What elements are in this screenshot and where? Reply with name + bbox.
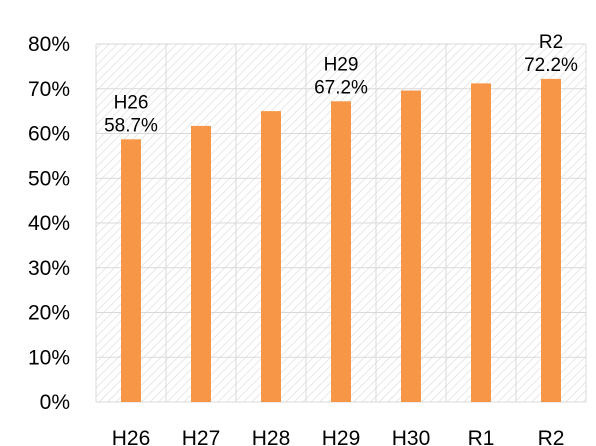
bar-h29 xyxy=(331,101,351,402)
bar-h27 xyxy=(191,125,211,402)
x-tick-label: H28 xyxy=(252,427,291,446)
data-label-category: H29 xyxy=(324,54,359,75)
y-tick-label: 60% xyxy=(28,123,70,146)
bar-h28 xyxy=(261,111,281,402)
y-tick-label: 80% xyxy=(28,33,70,56)
data-label-category: R2 xyxy=(539,32,563,53)
bar-r1 xyxy=(471,83,491,402)
data-label-category: H26 xyxy=(114,92,149,113)
y-tick-label: 20% xyxy=(28,302,70,325)
bar-h26 xyxy=(121,139,141,402)
y-tick-label: 0% xyxy=(40,391,70,414)
x-tick-label: R1 xyxy=(468,427,495,446)
data-label-value: 72.2% xyxy=(524,55,578,76)
x-tick-label: H26 xyxy=(112,427,151,446)
x-tick-label: H30 xyxy=(392,427,431,446)
y-tick-label: 40% xyxy=(28,212,70,235)
y-tick-label: 10% xyxy=(28,346,70,369)
axes: 0% 10% 20% 30% 40% 50% 60% 70% 80% H26 H27 H28 H29 H3… xyxy=(28,33,564,446)
data-label-value: 58.7% xyxy=(104,115,158,136)
x-tick-label: H27 xyxy=(182,427,221,446)
bars xyxy=(121,78,561,402)
x-tick-label: H29 xyxy=(322,427,361,446)
y-tick-label: 50% xyxy=(28,167,70,190)
y-tick-label: 70% xyxy=(28,78,70,101)
bar-r2 xyxy=(541,78,561,402)
data-label-value: 67.2% xyxy=(314,77,368,98)
bar-h30 xyxy=(401,90,421,402)
y-tick-label: 30% xyxy=(28,257,70,280)
x-tick-label: R2 xyxy=(538,427,565,446)
